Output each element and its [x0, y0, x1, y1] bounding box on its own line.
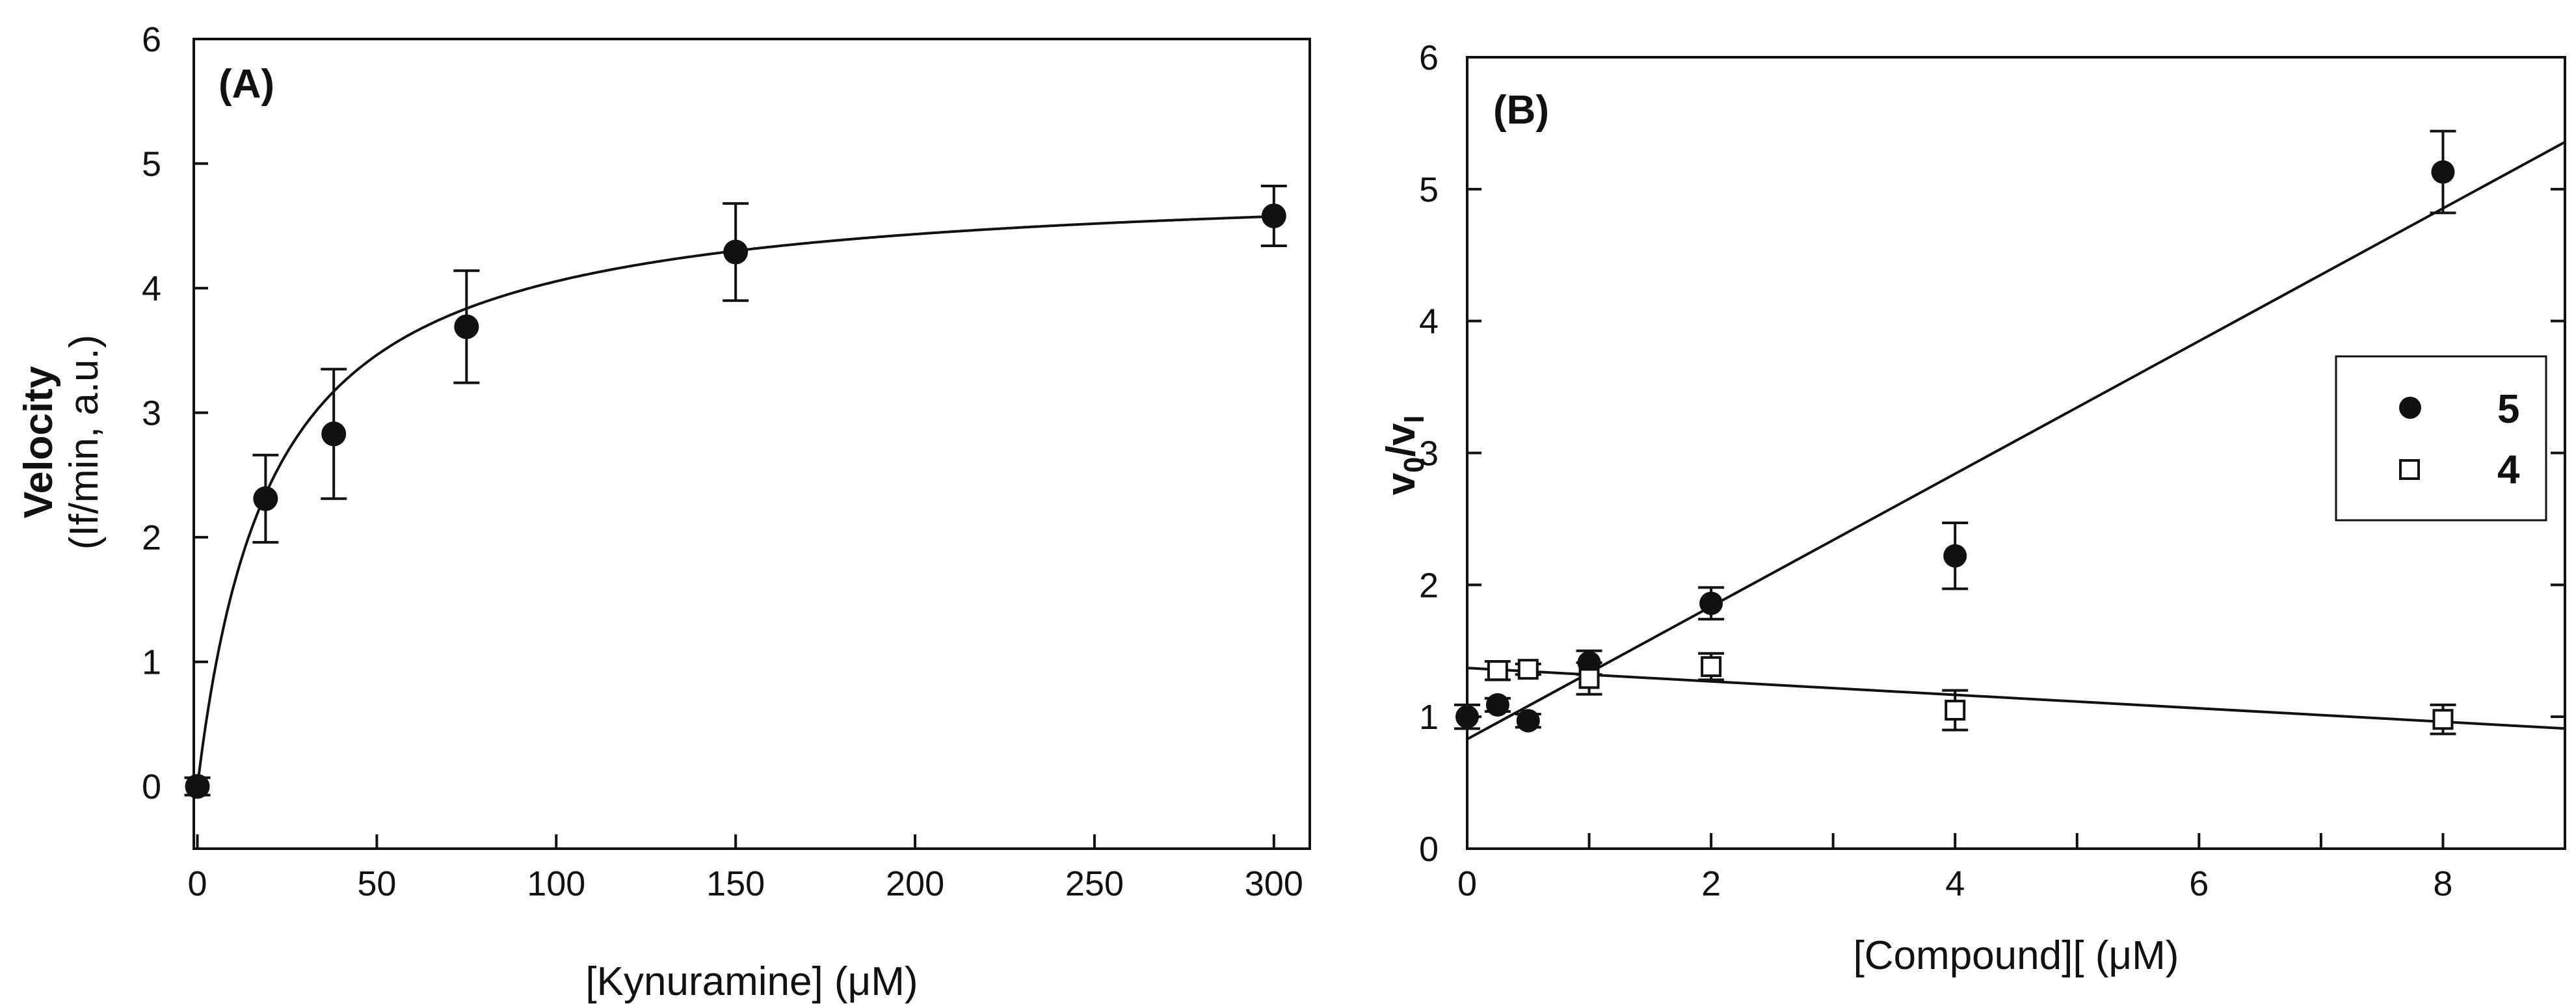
- svg-text:v0/vI: v0/vI: [1379, 416, 1430, 496]
- panel-a-y-tick-label: 0: [142, 767, 161, 806]
- panel-b-data-point-4: [2432, 709, 2454, 730]
- panel-a-data-point: [1261, 203, 1286, 228]
- panel-a-y-tick-label: 3: [142, 394, 161, 433]
- panel-b-x-axis-label: [Compound][ (μM): [1853, 933, 2179, 978]
- panel-a-fit-curve: [196, 215, 1274, 787]
- panel-a-y-axis-label: Velocity: [16, 365, 61, 518]
- panel-a-x-tick-label: 100: [527, 864, 585, 903]
- legend-marker-4: [2399, 459, 2420, 480]
- panel-a-y-tick-label: 2: [142, 518, 161, 557]
- panel-b-data-point-5: [2431, 160, 2455, 184]
- panel-a-chart: (A) [Kynuramine] (μM) Velocity (If/min, …: [16, 20, 1311, 1004]
- panel-b-fit-line-4: [1467, 667, 2566, 730]
- panel-b-x-tick-label: 0: [1457, 864, 1477, 903]
- panel-b-data-point-4: [1517, 659, 1539, 680]
- panel-b-y-tick-label: 0: [1419, 830, 1439, 869]
- panel-a-x-tick-label: 300: [1245, 864, 1303, 903]
- panel-b-data-points: [1454, 129, 2456, 736]
- panel-b-data-point-5: [1699, 591, 1723, 615]
- panel-b-y-tick-label: 2: [1419, 566, 1439, 605]
- panel-b-fit-lines: [1467, 140, 2566, 741]
- panel-b-y-tick-label: 4: [1419, 302, 1439, 341]
- panel-a-data-point: [723, 239, 749, 265]
- panel-b-data-point-4: [1578, 668, 1600, 689]
- panel-b-fit-line-5: [1467, 140, 2566, 741]
- panel-a-x-tick-label: 50: [357, 864, 396, 903]
- panel-a-ticks: 0 50 100 150 200 250 300 0 1 2 3 4 5 6: [142, 20, 1303, 903]
- panel-a-data-point: [321, 421, 347, 447]
- panel-b-x-tick-label: 8: [2433, 864, 2452, 903]
- legend-label-5: 5: [2497, 387, 2519, 432]
- panel-b-y-axis-label: v0/vI: [1379, 416, 1430, 496]
- panel-a-y-tick-label: 6: [142, 20, 161, 59]
- legend-label-4: 4: [2497, 447, 2520, 492]
- panel-a-data-point: [253, 486, 278, 511]
- panel-a-label: (A): [219, 62, 274, 107]
- panel-b-data-point-5: [1455, 705, 1479, 729]
- legend: 5 4: [2335, 355, 2547, 522]
- legend-marker-5: [2399, 397, 2421, 419]
- panel-a-y-tick-label: 5: [142, 145, 161, 184]
- panel-b-data-point-4: [1487, 660, 1508, 682]
- panel-b-data-point-5: [1485, 693, 1509, 717]
- panel-b-data-point-4: [1945, 700, 1966, 721]
- legend-box: [2335, 355, 2547, 522]
- panel-b-x-tick-label: 6: [2189, 864, 2209, 903]
- panel-b-x-tick-label: 2: [1701, 864, 1721, 903]
- panel-a-data-point: [454, 314, 479, 339]
- panel-b-y-tick-label: 6: [1419, 38, 1439, 77]
- panel-b-chart: (B) [Compound][ (μM) v0/vI 0 2 4 6 80123456 …: [1379, 38, 2566, 978]
- panel-a-x-tick-label: 150: [706, 864, 765, 903]
- panel-b-y-tick-label: 5: [1419, 170, 1439, 209]
- panel-b-label: (B): [1493, 88, 1549, 133]
- panel-a-data-point: [185, 774, 210, 799]
- panel-a-y-tick-label: 4: [142, 269, 161, 308]
- panel-a-y-tick-label: 1: [142, 643, 161, 682]
- panel-b-data-point-4: [1701, 656, 1722, 678]
- panel-b-data-point-5: [1516, 709, 1540, 733]
- panel-b-data-point-5: [1943, 544, 1967, 568]
- panel-b-y-tick-label: 1: [1419, 698, 1439, 737]
- panel-b-y-tick-label: 3: [1419, 434, 1439, 473]
- panel-a-plot-frame: [193, 38, 1311, 850]
- panel-a-data-points: [184, 185, 1287, 799]
- panel-a-x-tick-label: 0: [187, 864, 207, 903]
- panel-b-x-tick-label: 4: [1945, 864, 1965, 903]
- panel-a-x-tick-label: 250: [1065, 864, 1124, 903]
- panel-a-x-axis-label: [Kynuramine] (μM): [585, 959, 918, 1004]
- panel-a-y-axis-sublabel: (If/min, a.u.): [62, 335, 107, 550]
- panel-a-x-tick-label: 200: [886, 864, 944, 903]
